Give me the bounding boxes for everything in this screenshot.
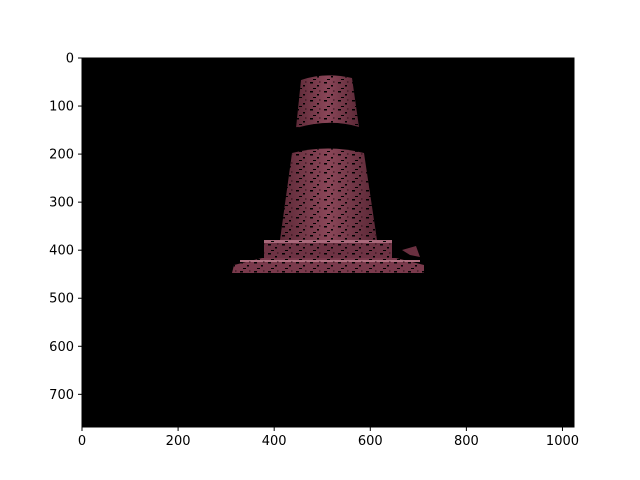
y-tick-label: 500 [49, 292, 74, 307]
y-axis: 0 100 200 300 400 500 600 700 [49, 52, 82, 403]
y-tick-label: 0 [66, 52, 74, 67]
x-tick-label: 400 [262, 434, 287, 449]
axes-frame [81, 57, 575, 428]
x-tick-label: 0 [78, 434, 86, 449]
x-tick-label: 800 [454, 434, 479, 449]
cone-fragment [402, 246, 420, 257]
y-tick-label: 300 [49, 196, 74, 211]
y-tick-label: 700 [49, 388, 74, 403]
x-axis: 0 200 400 600 800 1000 [78, 427, 579, 449]
x-tick-label: 200 [166, 434, 191, 449]
x-tick-label: 1000 [546, 434, 579, 449]
traffic-cone [232, 75, 424, 273]
y-tick-label: 600 [49, 340, 74, 355]
y-tick-label: 200 [49, 148, 74, 163]
y-tick-label: 100 [49, 100, 74, 115]
y-tick-label: 400 [49, 244, 74, 259]
x-tick-label: 600 [358, 434, 383, 449]
